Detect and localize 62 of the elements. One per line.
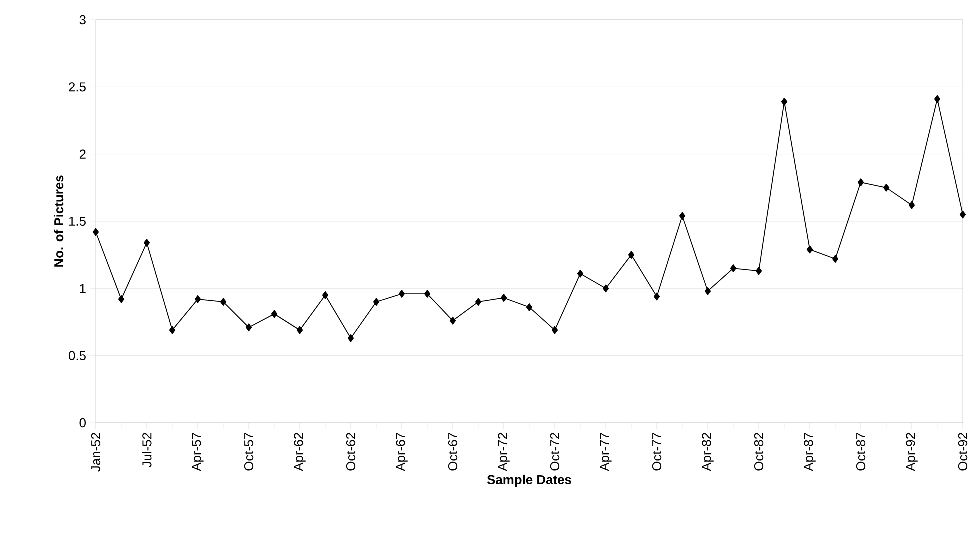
- point: [526, 304, 533, 312]
- x-tick-label: Apr-67: [396, 433, 408, 472]
- y-tick-label: 3: [80, 15, 86, 25]
- x-tick-label: Oct-57: [244, 433, 254, 471]
- point: [194, 295, 202, 304]
- point: [552, 326, 558, 334]
- point: [908, 201, 916, 210]
- y-axis-title: No. of Pictures: [54, 176, 64, 267]
- point: [883, 184, 890, 192]
- y-tick-label: 0.5: [68, 351, 86, 360]
- point: [169, 326, 176, 334]
- y-tick-label: 1.5: [69, 216, 86, 226]
- point: [348, 334, 354, 342]
- point: [322, 291, 329, 300]
- x-tick-label: Oct-62: [346, 433, 356, 471]
- x-tick-label: Apr-62: [294, 433, 306, 472]
- x-tick-label: Oct-77: [652, 433, 662, 471]
- point: [220, 298, 227, 306]
- point: [296, 326, 304, 334]
- x-tick-label: Oct-67: [448, 433, 458, 471]
- point: [450, 316, 456, 325]
- y-tick-label: 0: [80, 418, 86, 428]
- x-axis-title: Sample Dates: [487, 474, 572, 488]
- x-tick-label: Apr-77: [600, 433, 612, 472]
- point: [92, 228, 100, 236]
- y-tick-label: 1: [80, 284, 86, 294]
- point: [756, 267, 762, 276]
- x-tick-label: Oct-87: [856, 433, 866, 471]
- point: [806, 246, 814, 254]
- x-tick-label: Apr-57: [192, 433, 204, 472]
- point: [577, 270, 584, 278]
- point: [628, 251, 635, 260]
- point: [118, 295, 125, 304]
- x-tick-label: Oct-72: [550, 433, 560, 471]
- point: [246, 324, 252, 332]
- point: [398, 290, 406, 298]
- y-tick-label: 2.5: [69, 82, 86, 92]
- point: [960, 210, 966, 219]
- x-tick-label: Jan-52: [91, 433, 101, 472]
- point: [730, 264, 737, 272]
- point: [602, 284, 610, 293]
- point: [500, 294, 508, 302]
- point: [144, 239, 150, 247]
- point: [475, 298, 482, 306]
- point: [271, 310, 278, 318]
- point: [781, 98, 788, 106]
- point: [679, 212, 686, 220]
- x-tick-label: Oct-92: [958, 433, 968, 471]
- point: [424, 290, 431, 298]
- point: [832, 255, 839, 264]
- point: [934, 95, 941, 104]
- x-tick-label: Apr-82: [702, 433, 714, 472]
- x-tick-label: Apr-92: [906, 433, 918, 472]
- point: [373, 298, 380, 306]
- x-tick-label: Apr-72: [498, 433, 510, 472]
- point: [858, 178, 864, 186]
- x-tick-label: Oct-82: [754, 433, 764, 471]
- x-tick-label: Apr-87: [804, 433, 816, 472]
- point: [704, 287, 712, 296]
- point: [654, 292, 660, 301]
- x-tick-label: Jul-52: [142, 433, 152, 468]
- y-tick-label: 2: [80, 150, 86, 159]
